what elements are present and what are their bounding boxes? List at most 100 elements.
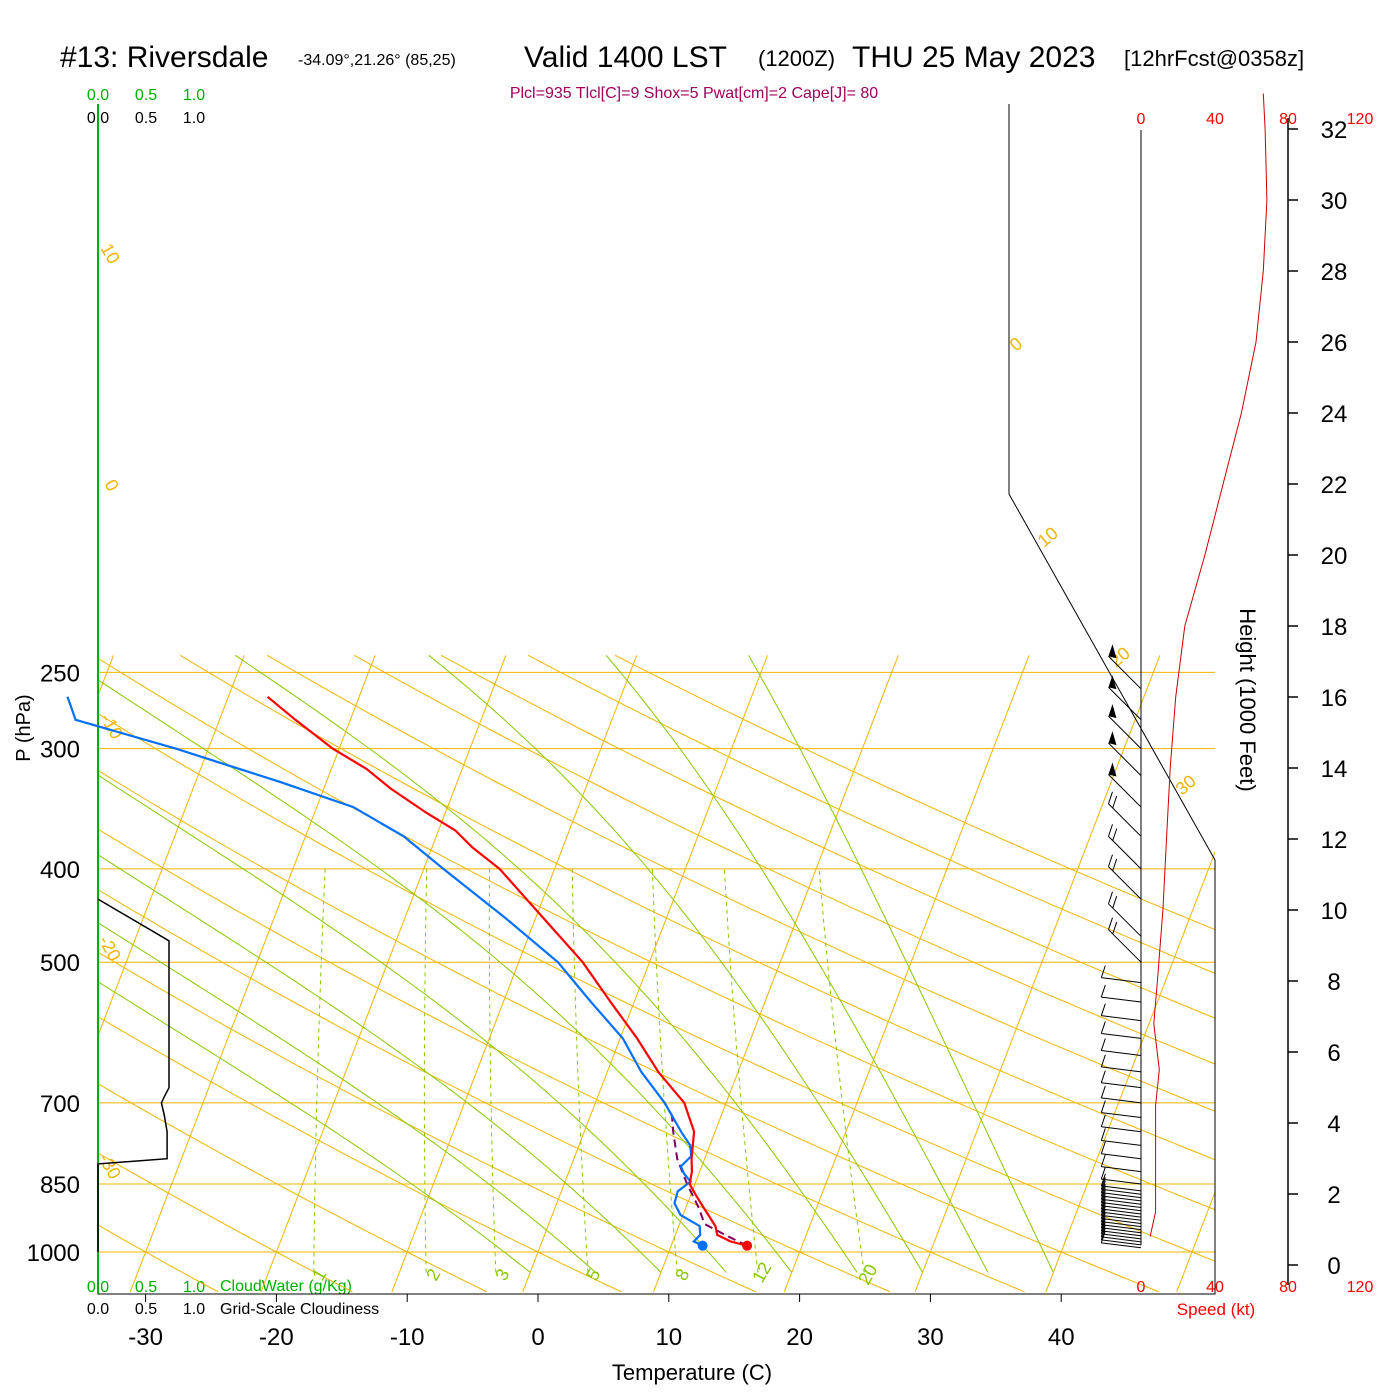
wind-barb-staff <box>1108 686 1142 721</box>
wind-barb-staff <box>1101 1126 1142 1133</box>
dry-adiabat-line <box>179 654 1215 1161</box>
dry-adiabat-line <box>98 1016 622 1293</box>
pressure-tick-label: 400 <box>40 857 80 884</box>
wind-barb-staff <box>1101 1015 1142 1022</box>
cloudwater-tick: 0.5 <box>135 1279 157 1296</box>
dry-adiabat-line <box>614 654 1215 931</box>
wind-barb-staff <box>1101 1217 1142 1224</box>
cloudwater-tick: 0.5 <box>135 87 157 104</box>
pressure-axis-label: P (hPa) <box>13 694 35 761</box>
mixing-ratio-line <box>488 868 497 1273</box>
moist-adiabat-line <box>98 679 793 1273</box>
height-tick-label: 0 <box>1327 1253 1340 1280</box>
speed-tick-label: 40 <box>1206 111 1224 128</box>
cloudiness-tick: 0.5 <box>135 1301 157 1318</box>
height-tick-label: 32 <box>1321 117 1348 144</box>
cloudwater-tick: 1.0 <box>183 87 205 104</box>
wind-barb-staff <box>1101 1224 1142 1231</box>
cloudiness-tick: 1.0 <box>183 1301 205 1318</box>
valid-date: THU 25 May 2023 <box>852 41 1095 74</box>
dry-adiabat-line <box>98 1083 488 1293</box>
wind-barb-feather <box>1100 1128 1106 1141</box>
wind-barb-staff <box>1108 903 1142 937</box>
wind-barb-staff <box>1101 1185 1142 1192</box>
mixing-ratio-label: 12 <box>748 1259 775 1286</box>
height-tick-label: 6 <box>1327 1040 1340 1067</box>
dry-adiabat-line <box>98 889 891 1293</box>
wind-speed-line <box>1149 93 1268 1237</box>
height-axis-label: Height (1000 Feet) <box>1235 608 1260 791</box>
wind-barb-feather <box>1100 1154 1106 1167</box>
dry-adiabat-line <box>266 654 1215 1112</box>
temperature-tick-label: 10 <box>655 1324 682 1351</box>
wind-barb-staff <box>1101 996 1142 1003</box>
wind-barb-pennant <box>1108 675 1117 690</box>
mixing-ratio-label: 2 <box>422 1265 444 1284</box>
wind-barb-staff <box>1108 655 1142 690</box>
mixing-ratio-line <box>313 868 326 1273</box>
isotherm-line <box>1045 850 1215 1292</box>
wind-barb-staff <box>1101 1242 1142 1249</box>
wind-barb-staff <box>1108 929 1142 963</box>
wind-barb-staff <box>1108 742 1142 776</box>
temperature-tick-label: -20 <box>259 1324 294 1351</box>
dry-adiabat-line <box>353 654 1215 1065</box>
wind-barb-feather <box>1112 795 1118 809</box>
wind-barb-staff <box>1101 1208 1142 1215</box>
pressure-tick-label: 300 <box>40 737 80 764</box>
mixing-ratio-line <box>818 868 865 1273</box>
cloudiness-tick: 1.0 <box>183 110 205 127</box>
height-tick-label: 30 <box>1321 188 1348 215</box>
temperature-tick-label: 20 <box>786 1324 813 1351</box>
moist-adiabat-line <box>605 654 989 1273</box>
cloud-scale-top: 0.0 0.5 1.0 0.0 0.5 1.0 <box>87 87 205 127</box>
mixing-ratio-label: 3 <box>491 1265 513 1284</box>
wind-barb-staff <box>1101 1211 1142 1218</box>
cloudiness-profile <box>97 898 170 1252</box>
wind-barb-staff <box>1101 1192 1142 1199</box>
wind-barb-staff <box>1101 1066 1142 1073</box>
plot-frame <box>97 104 1216 1295</box>
wind-barb-staff <box>1101 1221 1142 1228</box>
isotherm-line <box>522 655 768 1292</box>
speed-tick-label: 120 <box>1347 1279 1374 1296</box>
wind-barb-staff <box>1108 715 1142 749</box>
speed-tick-label: 80 <box>1279 111 1297 128</box>
isotherm-line <box>783 655 1030 1292</box>
dry-adiabat-line <box>98 1224 219 1293</box>
wind-barb-staff <box>1108 866 1142 900</box>
height-tick-label: 16 <box>1321 685 1348 712</box>
parcel-profile <box>670 1114 748 1247</box>
moist-adiabat-line <box>98 922 596 1273</box>
cloud-scale-bottom: 0.0 0.5 1.0 CloudWater (g/Kg) 0.0 0.5 1.… <box>87 1278 379 1318</box>
height-tick-label: 22 <box>1321 472 1348 499</box>
wind-barb-staff <box>1108 836 1142 870</box>
speed-tick-label: 40 <box>1206 1279 1224 1296</box>
dry-adiabat-line <box>98 828 1025 1293</box>
temperature-tick-label: -30 <box>128 1324 163 1351</box>
temperature-tick-label: 30 <box>917 1324 944 1351</box>
isotherm-label: -30 <box>95 1150 125 1183</box>
dry-adiabat-label: 30 <box>1172 771 1200 799</box>
surface-temperature-dot <box>742 1240 753 1251</box>
dry-adiabat-line <box>98 713 1215 1262</box>
utc-time: (1200Z) <box>758 46 835 71</box>
cloudiness-label: Grid-Scale Cloudiness <box>220 1301 379 1318</box>
dry-adiabat-line <box>98 1152 353 1293</box>
wind-barb-feather <box>1100 965 1106 978</box>
moist-adiabat-line <box>98 981 531 1273</box>
wind-barb-feather <box>1112 858 1118 872</box>
dry-adiabat-line <box>98 657 1215 1211</box>
temperature-tick-label: 0 <box>531 1324 544 1351</box>
height-tick-label: 20 <box>1321 543 1348 570</box>
isotherm-line <box>98 655 245 1038</box>
isotherm-line <box>391 655 638 1292</box>
isotherm-line <box>129 655 376 1292</box>
speed-tick-label: 0 <box>1137 1279 1146 1296</box>
pressure-tick-label: 1000 <box>27 1240 80 1267</box>
wind-barb-staff <box>1101 1166 1142 1173</box>
surface-dewpoint-dot <box>697 1240 708 1251</box>
